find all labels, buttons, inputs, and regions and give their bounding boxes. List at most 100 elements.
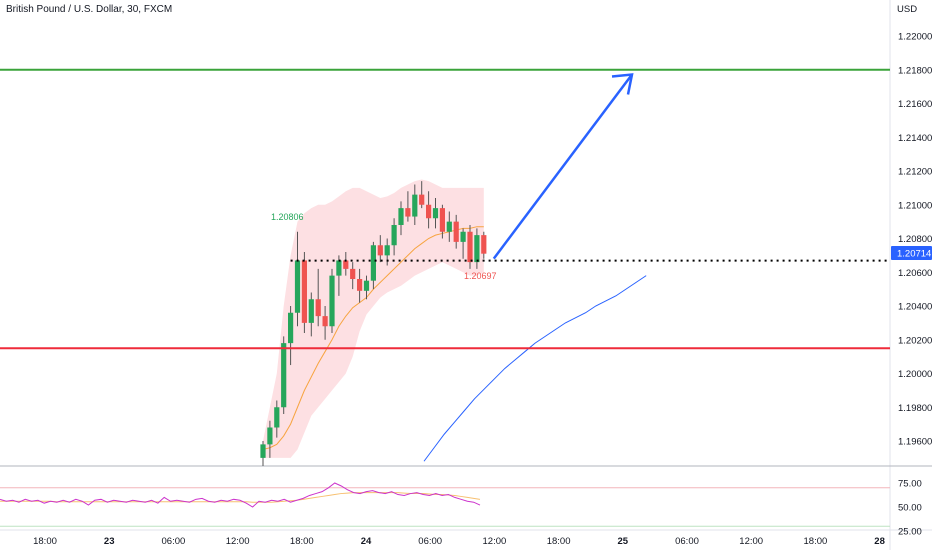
price-tick-label: 1.21400 (898, 133, 932, 144)
rsi-pane: 75.00 50.00 25.00 (0, 479, 922, 538)
candle (322, 306, 328, 340)
time-tick-label: 06:00 (675, 536, 699, 547)
candle-body (419, 194, 425, 205)
candle (481, 231, 487, 259)
candle (343, 252, 349, 276)
candle (294, 231, 301, 327)
rsi-tick-label: 25.00 (898, 527, 922, 538)
time-tick-label: 24 (361, 536, 372, 547)
candle (370, 241, 376, 290)
candle (412, 184, 418, 225)
candle (439, 204, 445, 239)
candle (267, 420, 273, 458)
candle-body (322, 316, 328, 327)
candle (377, 235, 383, 263)
candle (301, 252, 307, 333)
candle (391, 218, 397, 256)
currency-label: USD (897, 4, 918, 15)
low-label: 1.20697 (464, 271, 497, 281)
candle-body (294, 260, 301, 313)
candle-body (267, 427, 273, 445)
candle-body (315, 299, 321, 317)
time-tick-label: 18:00 (804, 536, 828, 547)
candle (467, 225, 473, 269)
candle-body (329, 275, 335, 327)
candle-body (412, 194, 418, 217)
price-axis[interactable]: 1.22000 1.21800 1.21600 1.21400 1.21200 1.210… (898, 32, 932, 448)
candle-body (467, 231, 473, 263)
candle (350, 262, 356, 290)
candle (460, 228, 466, 259)
candle (357, 268, 363, 303)
candle-body (398, 208, 404, 225)
candle (260, 441, 266, 466)
price-tick-label: 1.20200 (898, 335, 932, 346)
projection-arrow-shaft[interactable] (492, 73, 633, 260)
candle (336, 255, 342, 296)
price-tick-label: 1.19800 (898, 403, 932, 414)
projection-arrow-head[interactable] (611, 73, 634, 95)
candle (398, 201, 404, 236)
candle-body (384, 245, 390, 256)
candle-body (363, 280, 370, 291)
candle-body (288, 312, 294, 344)
candle (315, 268, 321, 327)
candle (453, 214, 459, 249)
time-tick-label: 06:00 (162, 536, 186, 547)
candle (281, 336, 287, 414)
candle-body (481, 235, 487, 254)
candle (446, 211, 452, 242)
rsi-line (0, 482, 481, 508)
time-tick-label: 23 (104, 536, 115, 547)
candle (363, 275, 370, 300)
rsi-ma-line (0, 492, 481, 503)
price-tick-label: 1.21000 (898, 200, 932, 211)
price-tick-label: 1.21600 (898, 99, 932, 110)
candle-body (357, 279, 363, 291)
candle-body (281, 343, 287, 408)
time-tick-label: 12:00 (226, 536, 250, 547)
candle-body (446, 221, 452, 232)
candle (274, 400, 280, 438)
envelope-band (263, 179, 484, 458)
annotations: 1.20806 1.20697 (271, 73, 634, 281)
time-tick-label: 12:00 (739, 536, 763, 547)
time-tick-label: 06:00 (418, 536, 442, 547)
band-area (263, 179, 484, 458)
candle-body (274, 407, 280, 428)
price-tick-label: 1.20400 (898, 302, 932, 313)
high-label: 1.20806 (271, 212, 304, 222)
rsi-tick-label: 75.00 (898, 479, 922, 490)
current-price-label: 1.20714 (897, 249, 931, 260)
candle-body (308, 299, 314, 323)
price-tick-label: 1.22000 (898, 32, 932, 43)
rsi-tick-label: 50.00 (898, 503, 922, 514)
time-tick-label: 18:00 (547, 536, 571, 547)
candle-body (432, 208, 439, 219)
time-tick-label: 12:00 (483, 536, 507, 547)
time-tick-label: 28 (874, 536, 885, 547)
candle (405, 191, 411, 222)
candle (419, 181, 425, 209)
price-tick-label: 1.21800 (898, 65, 932, 76)
candles (260, 181, 487, 466)
candle-body (439, 208, 445, 232)
time-tick-label: 18:00 (290, 536, 314, 547)
time-axis[interactable]: 18:00 23 06:00 12:00 18:00 24 06:00 12:00 18:00 2… (33, 536, 885, 547)
current-price-badge (891, 246, 932, 261)
candle-body (301, 260, 307, 323)
candle-body (460, 231, 466, 242)
price-tick-label: 1.21200 (898, 167, 932, 178)
candle-body (260, 444, 266, 458)
time-tick-label: 18:00 (33, 536, 57, 547)
levels: 1.20714 (0, 68, 932, 350)
candle-body (336, 260, 342, 276)
ma-slow-line (423, 275, 647, 462)
candle (426, 191, 432, 229)
candle-body (426, 204, 432, 219)
candle-body (343, 260, 349, 269)
candle-body (377, 245, 383, 256)
price-tick-label: 1.20800 (898, 234, 932, 245)
candle-body (405, 208, 411, 217)
